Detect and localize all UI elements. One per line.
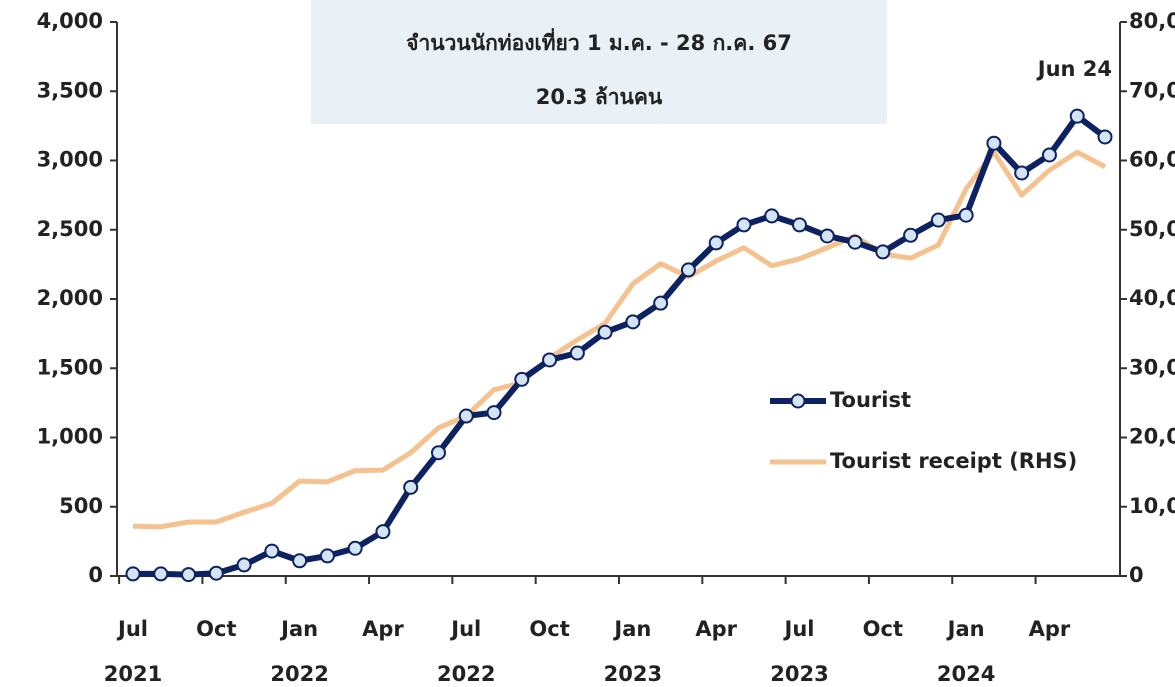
y2-tick-label: 70,000 [1129, 78, 1175, 102]
point [236, 557, 252, 573]
x-year-label: 2021 [104, 662, 162, 686]
point [458, 408, 474, 424]
x-year-label: 2022 [270, 662, 328, 686]
y2-tick-label: 60,000 [1129, 148, 1175, 172]
y2-tick-label: 50,000 [1129, 217, 1175, 241]
y2-tick-label: 30,000 [1129, 355, 1175, 379]
point [764, 208, 780, 224]
point [708, 235, 724, 251]
point [597, 324, 613, 340]
x-tick-label: Jan [612, 617, 651, 641]
point [208, 565, 224, 581]
point [736, 217, 752, 233]
point [125, 566, 141, 582]
point [347, 540, 363, 556]
point [875, 244, 891, 260]
point [653, 295, 669, 311]
point [1069, 108, 1085, 124]
point [819, 228, 835, 244]
y-tick-label: 3,500 [37, 78, 103, 102]
y-tick-label: 4,000 [37, 9, 103, 33]
point [1041, 147, 1057, 163]
point [958, 207, 974, 223]
point [375, 524, 391, 540]
point-annotation: Jun 24 [1036, 57, 1112, 81]
point [430, 445, 446, 461]
x-tick-label: Oct [196, 617, 236, 641]
point [625, 314, 641, 330]
x-tick-label: Oct [529, 617, 569, 641]
x-tick-label: Apr [362, 617, 404, 641]
point [986, 135, 1002, 151]
annotation-box [311, 0, 887, 124]
x-year-label: 2024 [937, 662, 995, 686]
x-tick-label: Jan [946, 617, 985, 641]
legend-label: Tourist [830, 388, 911, 412]
point [1097, 129, 1113, 145]
y-tick-label: 2,000 [37, 286, 103, 310]
y2-tick-label: 10,000 [1129, 494, 1175, 518]
y-tick-label: 500 [59, 494, 103, 518]
x-tick-label: Apr [695, 617, 737, 641]
point [1014, 165, 1030, 181]
x-tick-label: Apr [1029, 617, 1071, 641]
series-line [133, 113, 1107, 578]
annotation-text: จำนวนนักท่องเที่ยว 1 ม.ค. - 28 ก.ค. 67 [406, 27, 792, 55]
series-line [132, 149, 1107, 530]
point [153, 566, 169, 582]
point [264, 543, 280, 559]
point [403, 479, 419, 495]
y2-tick-label: 0 [1129, 563, 1144, 587]
x-tick-label: Jan [279, 617, 318, 641]
y-tick-label: 2,500 [37, 217, 103, 241]
y2-tick-label: 20,000 [1129, 425, 1175, 449]
point [542, 352, 558, 368]
x-tick-label: Jul [116, 617, 148, 641]
point [514, 371, 530, 387]
legend-label: Tourist receipt (RHS) [830, 449, 1077, 473]
x-tick-label: Jul [783, 617, 815, 641]
point [847, 234, 863, 250]
point [486, 405, 502, 421]
point [292, 553, 308, 569]
point [903, 227, 919, 243]
point [792, 217, 808, 233]
point [680, 262, 696, 278]
point [930, 212, 946, 228]
y2-tick-label: 40,000 [1129, 286, 1175, 310]
x-year-label: 2023 [604, 662, 662, 686]
x-year-label: 2023 [770, 662, 828, 686]
y-tick-label: 0 [88, 563, 103, 587]
y-tick-label: 3,000 [37, 148, 103, 172]
legend-marker [790, 393, 806, 409]
y2-tick-label: 80,000 [1129, 9, 1175, 33]
y-tick-label: 1,500 [37, 355, 103, 379]
point [569, 345, 585, 361]
point [319, 548, 335, 564]
x-year-label: 2022 [437, 662, 495, 686]
point [181, 567, 197, 583]
x-tick-label: Jul [449, 617, 481, 641]
annotation-text: 20.3 ล้านคน [536, 85, 663, 109]
y-tick-label: 1,000 [37, 425, 103, 449]
x-tick-label: Oct [863, 617, 903, 641]
